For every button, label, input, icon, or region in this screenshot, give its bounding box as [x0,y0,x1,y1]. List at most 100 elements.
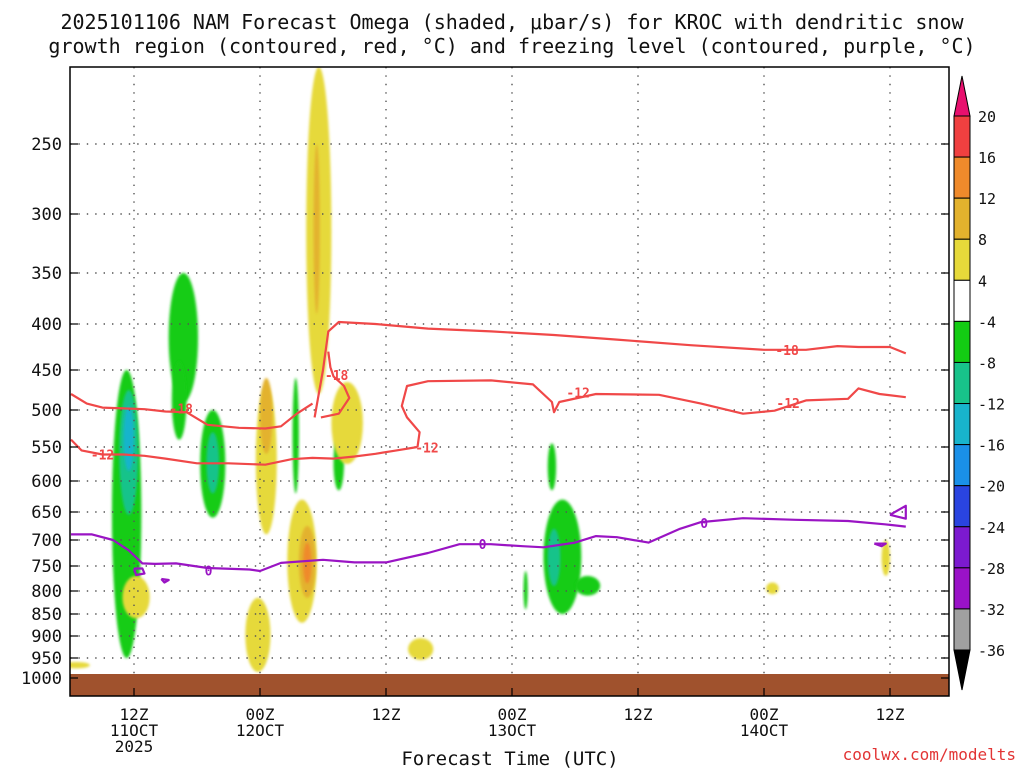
omega-region-23 [547,528,561,587]
colorbar-bottom-arrow [953,649,971,691]
contour-dgz-lower-left [70,438,418,466]
x-tick-label-84-1: 12Z [876,705,905,724]
omega-region-17 [313,144,320,314]
colorbar-label-10: -24 [978,519,1005,537]
contour-dgz-pocket-edge [320,351,351,419]
colorbar-label-5: -4 [978,313,996,331]
colorbar-segment-8 [953,403,971,446]
contour-label-layer: -18 -18 -18 -12 -12 -12 -12 0 0 0 [91,344,800,580]
omega-region-6 [171,360,187,440]
y-tick-label-700: 700 [31,531,62,551]
contour-freezing-loop-c [873,542,887,548]
x-tick-label-72-2: 14OCT [740,721,789,740]
omega-region-26 [881,540,890,576]
contour-label-0: -18 [170,402,194,417]
colorbar-segment-7 [953,361,971,405]
contour-freezing-level [71,517,906,573]
omega-region-20 [408,638,434,660]
omega-region-4 [122,576,150,619]
contour-dgz-dendritic-pocket [313,320,907,418]
contour-label-4: -12 [415,442,438,457]
x-tick-label-48-2: 13OCT [488,721,537,740]
contour-label-5: -12 [566,386,589,401]
colorbar-label-11: -28 [978,560,1005,578]
colorbar-label-9: -20 [978,478,1005,496]
ground-surface [70,674,949,696]
omega-region-12 [292,378,299,494]
y-tick-label-300: 300 [31,205,62,225]
y-tick-label-800: 800 [31,582,62,602]
colorbar-segment-12 [953,567,971,610]
colorbar-segment-13 [953,608,971,651]
omega-region-11 [260,378,273,454]
plot-frame [69,66,950,697]
y-tick-label-750: 750 [31,557,62,577]
chart-title-line2: growth region (contoured, red, °C) and f… [48,34,975,58]
colorbar-label-1: 16 [978,149,996,167]
colorbar-segment-1 [953,115,971,158]
colorbar-label-8: -16 [978,437,1005,455]
colorbar-segment-10 [953,485,971,528]
contour-freezing-loop-a [132,567,146,577]
omega-region-21 [547,443,557,491]
colorbar: 20 16 12 8 4 -4 -8 -12 -16 -20 -24 -28 -32 -36 [953,75,1005,691]
contour-label-6: -12 [776,397,799,412]
colorbar-label-2: 12 [978,190,996,208]
contour-label-7: 0 [205,565,213,580]
contour-label-3: -12 [91,448,114,463]
colorbar-label-4: 4 [978,272,987,290]
x-tick-label-24-1: 00Z [246,705,275,724]
y-tick-label-850: 850 [31,605,62,625]
x-tick-label-72-1: 00Z [750,705,779,724]
colorbar-segment-5 [953,279,971,322]
contour-label-2: -18 [775,344,799,359]
x-axis-label: Forecast Time (UTC) [401,748,618,768]
y-tick-label-350: 350 [31,264,62,284]
y-tick-label-450: 450 [31,361,62,381]
colorbar-segment-11 [953,526,971,569]
omega-region-19 [331,382,363,464]
omega-region-15 [303,542,312,584]
contour-label-9: 0 [700,517,708,532]
y-tick-label-900: 900 [31,627,62,647]
contour-freezing-loop-b [160,577,170,584]
x-tick-label-12-1: 12Z [120,705,149,724]
x-tick-label-36-1: 12Z [372,705,401,724]
x-tick-label-48-1: 00Z [498,705,527,724]
omega-region-24 [575,576,601,596]
colorbar-segment-9 [953,444,971,487]
contour-label-8: 0 [479,538,487,553]
colorbar-label-13: -36 [978,642,1005,660]
y-tick-label-1000: 1000 [21,669,62,689]
omega-region-0 [70,662,90,669]
y-tick-label-550: 550 [31,438,62,458]
omega-region-25 [766,582,779,595]
ground-layer [70,674,949,696]
credit-text: coolwx.com/modelts [843,745,1016,764]
contour-dgz-upper-left [70,393,314,430]
y-tick-label-950: 950 [31,649,62,669]
colorbar-label-12: -32 [978,601,1005,619]
colorbar-segment-3 [953,197,971,240]
contour-dgz-lower-right [400,379,906,448]
colorbar-label-3: 8 [978,231,987,249]
contour-layer [70,320,907,584]
colorbar-label-6: -8 [978,354,996,372]
contour-freezing-loop-d [889,504,907,520]
colorbar-label-0: 20 [978,108,996,126]
colorbar-top-arrow [953,75,971,117]
x-tick-label-12-3: 2025 [115,737,154,756]
y-tick-label-600: 600 [31,472,62,492]
colorbar-segment-4 [953,238,971,281]
y-tick-label-650: 650 [31,503,62,523]
x-tick-label-60-1: 12Z [624,705,653,724]
omega-region-9 [245,597,271,672]
y-tick-label-250: 250 [31,135,62,155]
omega-region-27 [523,571,528,610]
colorbar-segment-6 [953,320,971,363]
colorbar-label-7: -12 [978,396,1005,414]
colorbar-segment-2 [953,156,971,199]
